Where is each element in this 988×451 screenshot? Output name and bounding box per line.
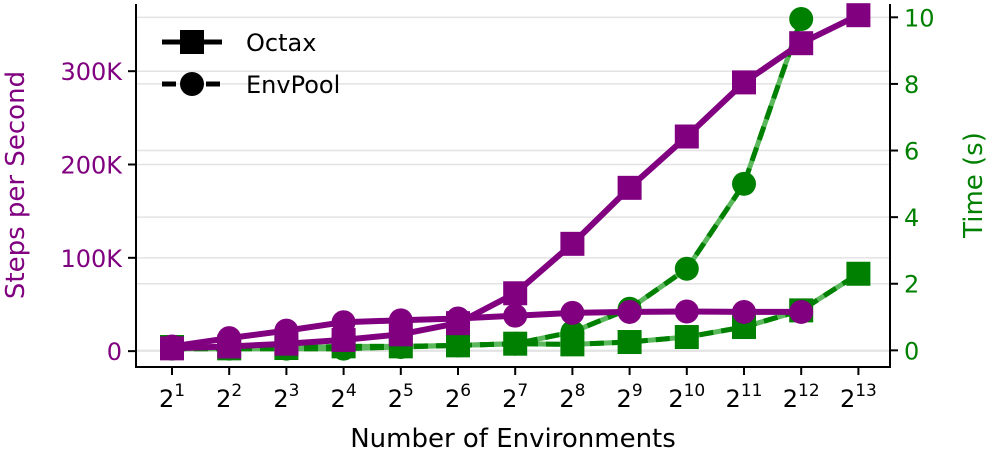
x-tick-label: 23 [273, 381, 299, 413]
data-point-circle [789, 299, 814, 324]
legend-marker-square [180, 30, 204, 54]
data-point-square [446, 311, 470, 336]
data-point-square [674, 325, 699, 350]
data-point-circle [674, 256, 699, 281]
legend-label-octax: Octax [246, 29, 316, 57]
y-right-tick-label: 2 [904, 271, 919, 299]
data-point-square [674, 124, 699, 149]
data-point-square [617, 175, 642, 200]
y-axis-right-label: Time (s) [959, 132, 988, 239]
data-point-circle [789, 6, 814, 31]
data-point-circle [732, 299, 756, 324]
y-right-tick-label: 0 [904, 337, 919, 365]
y-left-tick-label: 0 [107, 338, 122, 366]
series-line [171, 308, 802, 350]
x-tick-label: 210 [668, 381, 705, 413]
x-tick-label: 212 [783, 381, 820, 413]
data-point-square [503, 281, 528, 306]
data-point-square [388, 322, 413, 347]
x-tick-label: 29 [617, 381, 643, 413]
legend-marker-circle [180, 72, 204, 96]
data-point-circle [503, 303, 528, 328]
y-right-tick-label: 10 [904, 4, 935, 32]
data-point-square [560, 332, 585, 357]
data-point-square [789, 31, 814, 56]
y-right-tick-label: 4 [904, 204, 919, 232]
data-point-circle [617, 299, 642, 324]
x-axis-label: Number of Environments [350, 424, 676, 451]
x-tick-label: 211 [726, 381, 763, 413]
data-point-square [846, 261, 871, 286]
data-point-square [160, 336, 184, 361]
data-point-square [274, 331, 299, 356]
x-tick-label: 213 [840, 381, 877, 413]
data-point-square [617, 330, 642, 355]
series-layer [160, 3, 871, 361]
x-tick-label: 25 [388, 381, 414, 413]
y-left-tick-label: 300K [60, 58, 123, 86]
y-right-tick-label: 8 [904, 71, 919, 99]
data-point-square [331, 327, 356, 352]
data-point-square [446, 333, 470, 358]
series-line [172, 18, 804, 352]
data-point-square [732, 70, 756, 95]
legend-label-envpool: EnvPool [246, 71, 340, 99]
data-point-circle [732, 171, 756, 196]
data-point-circle [560, 300, 585, 325]
data-point-square [846, 3, 871, 28]
x-tick-label: 28 [559, 381, 585, 413]
x-tick-label: 27 [502, 381, 528, 413]
data-point-square [560, 231, 585, 256]
legend: Octax EnvPool [162, 29, 340, 99]
y-left-tick-label: 200K [60, 152, 123, 180]
data-point-square [217, 334, 242, 359]
x-tick-label: 21 [159, 381, 185, 413]
y-left-tick-label: 100K [60, 245, 123, 273]
x-tick-label: 24 [331, 381, 357, 413]
series-octax-steps [160, 3, 871, 361]
x-tick-label: 22 [216, 381, 242, 413]
x-tick-label: 26 [445, 381, 471, 413]
data-point-circle [674, 299, 699, 324]
data-point-square [503, 331, 528, 356]
y-axis-left-label: Steps per Second [1, 71, 31, 299]
y-right-tick-label: 6 [904, 138, 919, 166]
series-line-underlay [172, 18, 804, 352]
